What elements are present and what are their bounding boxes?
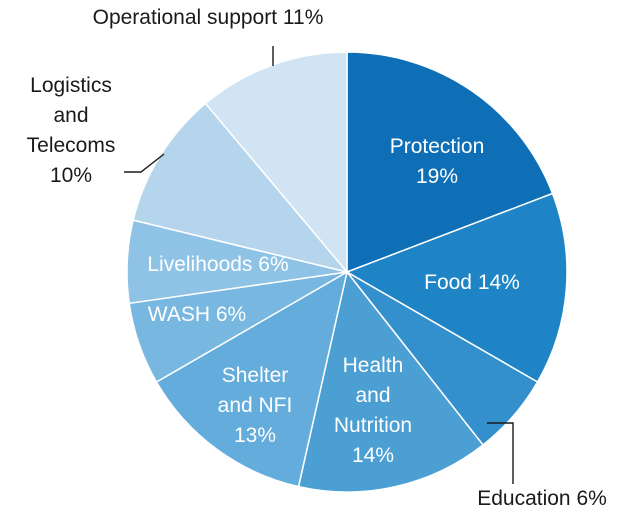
slice-label-health-and-nutrition: Health and Nutrition 14%: [334, 354, 412, 467]
pie-slice-logistics-and-telecoms: [132, 102, 350, 274]
slice-label-line: and: [355, 384, 390, 407]
slice-label-line: WASH 6%: [148, 303, 246, 326]
slice-label-operational-support: Operational support 11%: [93, 6, 324, 29]
pie-slice-protection: [346, 51, 554, 274]
slice-label-line: and NFI: [218, 394, 293, 417]
slice-label-shelter-and-nfi: Shelter and NFI 13%: [218, 364, 293, 447]
slice-label-line: Protection: [390, 135, 485, 158]
slice-label-education: Education 6%: [477, 487, 607, 510]
slice-label-line: Nutrition: [334, 414, 412, 437]
slice-label-food: Food 14%: [424, 271, 520, 294]
slice-label-wash: WASH 6%: [148, 303, 246, 326]
labels-layer: Protection 19% Food 14% Education 6% Health a…: [27, 6, 607, 510]
slice-label-line: Education 6%: [477, 487, 607, 510]
slice-label-line: Food 14%: [424, 271, 520, 294]
slice-label-line: Shelter: [222, 364, 289, 387]
slice-label-line: 10%: [50, 164, 92, 187]
pie-slice-health-and-nutrition: [297, 270, 485, 493]
pie-slice-shelter-and-nfi: [155, 270, 349, 488]
pie-slice-operational-support: [204, 51, 348, 275]
slice-label-line: 14%: [352, 444, 394, 467]
slices-layer: [126, 51, 568, 493]
slice-label-line: Health: [343, 354, 404, 377]
pie-slice-food: [345, 192, 568, 384]
slice-label-line: Livelihoods 6%: [147, 253, 288, 276]
slice-label-logistics-and-telecoms: Logistics and Telecoms 10%: [27, 74, 116, 187]
leaders-layer: [124, 46, 514, 484]
leader-line-education: [487, 422, 514, 484]
slice-label-line: and: [53, 104, 88, 127]
slice-label-line: 19%: [416, 165, 458, 188]
slice-label-livelihoods: Livelihoods 6%: [147, 253, 288, 276]
slice-label-line: 13%: [234, 424, 276, 447]
slice-label-line: Operational support 11%: [93, 6, 324, 29]
slice-label-line: Logistics: [30, 74, 112, 97]
leader-line-logistics-and-telecoms: [124, 153, 165, 173]
slice-label-line: Telecoms: [27, 134, 116, 157]
slice-label-protection: Protection 19%: [390, 135, 485, 188]
